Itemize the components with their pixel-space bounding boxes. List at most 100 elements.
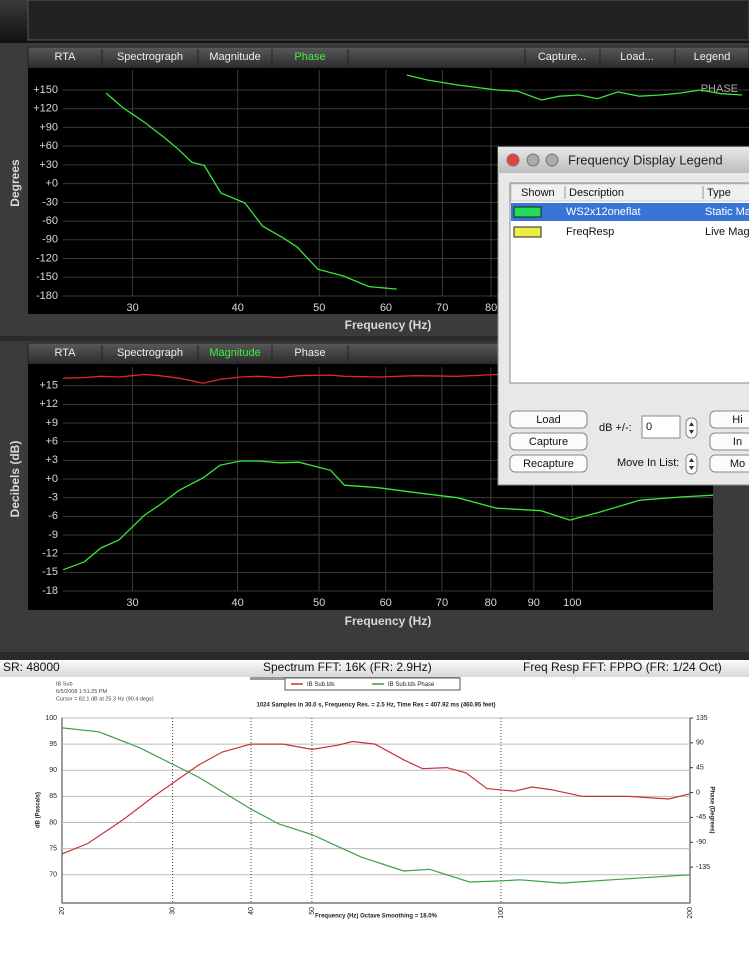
y-tick-label: -3 bbox=[48, 492, 58, 504]
x-tick-label: 30 bbox=[169, 907, 176, 915]
tab[interactable]: RTA bbox=[55, 347, 77, 359]
text-input[interactable] bbox=[641, 415, 681, 439]
tab[interactable]: Spectrograph bbox=[117, 347, 183, 359]
status-text: Freq Resp FFT: FPPO (FR: 1/24 Oct) bbox=[523, 660, 722, 674]
column-header: Shown bbox=[521, 187, 555, 199]
tab[interactable]: RTA bbox=[55, 51, 77, 63]
button[interactable] bbox=[709, 432, 749, 451]
title-bar bbox=[498, 147, 749, 173]
annotation: 6/5/2008 1:51:25 PM bbox=[56, 689, 107, 695]
y-tick-label: 80 bbox=[49, 819, 57, 826]
button-label[interactable]: Capture bbox=[529, 436, 568, 448]
button-label[interactable]: Mo bbox=[730, 458, 745, 470]
stepper-arrows bbox=[689, 422, 694, 434]
data-line bbox=[61, 740, 691, 855]
button-label[interactable]: Hi bbox=[732, 414, 742, 426]
y-tick-label: -9 bbox=[48, 529, 58, 541]
table-header bbox=[510, 183, 749, 202]
divider bbox=[0, 336, 749, 341]
color-swatch[interactable] bbox=[513, 206, 542, 218]
y-tick-label: 95 bbox=[49, 741, 57, 748]
button[interactable] bbox=[509, 410, 588, 429]
annotation: IB Sub bbox=[56, 681, 73, 687]
y-tick-label: 85 bbox=[49, 793, 57, 800]
y-tick-label: -18 bbox=[42, 585, 58, 597]
chart: 70 75 80 85 90 95 100 -135 -90 -45 0 45 90 135 20 30 40 5… bbox=[36, 677, 714, 920]
button[interactable] bbox=[509, 454, 588, 473]
window-control[interactable] bbox=[526, 153, 540, 167]
toolbar-button[interactable]: Load... bbox=[620, 51, 654, 63]
y-tick-label: -12 bbox=[42, 548, 58, 560]
tab[interactable]: Spectrograph bbox=[117, 51, 183, 63]
x-tick-label: 100 bbox=[498, 907, 505, 919]
x-tick-label: 50 bbox=[309, 907, 316, 915]
y-tick-label: +30 bbox=[39, 159, 58, 171]
column-header: Type bbox=[707, 187, 731, 199]
x-tick-label: 60 bbox=[380, 597, 392, 609]
row-type[interactable]: Static Ma bbox=[705, 206, 749, 218]
x-tick-label: 80 bbox=[485, 597, 497, 609]
y-tick-label: +150 bbox=[33, 84, 58, 96]
y-tick-label: -90 bbox=[42, 234, 58, 246]
stepper-arrows bbox=[689, 458, 694, 470]
x-axis-label: Frequency (Hz) Octave Smoothing = 18.0% bbox=[315, 914, 438, 920]
window-control[interactable] bbox=[545, 153, 559, 167]
y-tick-label: -30 bbox=[42, 196, 58, 208]
y-tick-label: +90 bbox=[39, 121, 58, 133]
status-bar bbox=[0, 660, 749, 677]
toolbar-button[interactable]: Capture... bbox=[538, 51, 586, 63]
tab[interactable]: Magnitude bbox=[209, 347, 260, 359]
legend-window: Frequency Display Legend Shown Description… bbox=[497, 146, 749, 486]
y-tick-label: +0 bbox=[45, 178, 58, 190]
y2-tick-label: 45 bbox=[696, 765, 704, 772]
toolbar-button[interactable]: Legend bbox=[694, 51, 731, 63]
y-tick-label: 75 bbox=[49, 845, 57, 852]
window-control[interactable] bbox=[506, 153, 520, 167]
button-label[interactable]: In bbox=[733, 436, 742, 448]
top-panel bbox=[27, 0, 749, 41]
row-description[interactable]: WS2x12oneflat bbox=[566, 206, 641, 218]
selected-row bbox=[511, 203, 749, 221]
button-label[interactable]: Recapture bbox=[523, 458, 574, 470]
y-tick-label: -15 bbox=[42, 566, 58, 578]
y2-tick-label: -90 bbox=[696, 839, 706, 846]
y2-tick-label: -45 bbox=[696, 814, 706, 821]
annotation: Cursor = 82.1 dB at 25.3 Hz (90.4 degs) bbox=[56, 696, 154, 702]
field-label: dB +/-: bbox=[599, 422, 632, 434]
stepper[interactable] bbox=[685, 417, 698, 439]
button[interactable] bbox=[709, 454, 749, 473]
y-tick-label: -6 bbox=[48, 510, 58, 522]
charts: RTA Spectrograph Magnitude Phase Capture... L… bbox=[8, 46, 749, 920]
y-tick-label: +120 bbox=[33, 103, 58, 115]
chart: +15 +12 +9 +6 +3 +0 -3 -6 -9 -12 -15 -18 30 40 50 60 70 8… bbox=[8, 367, 714, 628]
status-text: Spectrum FFT: 16K (FR: 2.9Hz) bbox=[263, 660, 432, 674]
y-tick-label: +60 bbox=[39, 140, 58, 152]
x-tick-label: 90 bbox=[528, 597, 540, 609]
tab[interactable]: Magnitude bbox=[209, 51, 260, 63]
y-tick-label: +0 bbox=[45, 473, 58, 485]
tab[interactable]: Phase bbox=[294, 347, 325, 359]
color-swatch[interactable] bbox=[513, 226, 542, 238]
y-tick-label: +12 bbox=[39, 398, 58, 410]
x-tick-label: 30 bbox=[126, 302, 138, 314]
x-tick-label: 40 bbox=[248, 907, 255, 915]
row-description[interactable]: FreqResp bbox=[566, 226, 614, 238]
button[interactable] bbox=[709, 410, 749, 429]
button-label[interactable]: Load bbox=[536, 414, 560, 426]
window-title: Frequency Display Legend bbox=[568, 152, 723, 167]
row-type[interactable]: Live Mag bbox=[705, 226, 749, 238]
input-value[interactable]: 0 bbox=[646, 421, 652, 433]
y2-tick-label: 0 bbox=[696, 789, 700, 796]
field-label: Move In List: bbox=[617, 457, 679, 469]
y-tick-label: -60 bbox=[42, 215, 58, 227]
x-tick-label: 20 bbox=[59, 907, 66, 915]
stepper[interactable] bbox=[685, 453, 698, 475]
x-tick-label: 60 bbox=[380, 302, 392, 314]
button[interactable] bbox=[509, 432, 588, 451]
y-tick-label: 70 bbox=[49, 872, 57, 879]
x-tick-label: 100 bbox=[563, 597, 581, 609]
y-axis-label: Degrees bbox=[8, 159, 22, 207]
y-tick-label: +6 bbox=[45, 436, 58, 448]
tab[interactable]: Phase bbox=[294, 51, 325, 63]
